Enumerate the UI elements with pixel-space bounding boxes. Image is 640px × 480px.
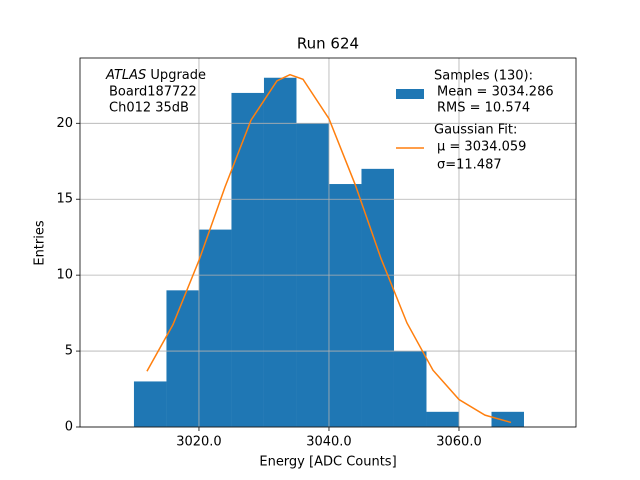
- y-tick-label: 5: [65, 344, 73, 359]
- y-axis-label: Entries: [33, 220, 48, 266]
- bar: [491, 411, 524, 427]
- legend-swatch: [396, 89, 424, 99]
- bar: [426, 411, 459, 427]
- x-tick-label: 3040.0: [306, 435, 352, 450]
- plot-area: 3020.0 3040.0 3060.0 0 5 10 15 20 ATLAS Upgrade B…: [56, 57, 577, 450]
- annotation-italic: ATLAS: [105, 68, 146, 83]
- x-tick-label: 3060.0: [436, 435, 482, 450]
- bar: [328, 184, 362, 427]
- fit-line: [146, 73, 512, 424]
- bar: [361, 168, 394, 427]
- x-tick-label: 3020.0: [176, 435, 222, 450]
- y-tick-label: 0: [65, 420, 73, 435]
- legend-label: Samples (130):: [434, 69, 533, 84]
- bar: [133, 381, 167, 427]
- annotation-line: Board187722: [109, 85, 197, 100]
- annotation-line: Ch012 35dB: [109, 101, 189, 116]
- legend-stat: Mean = 3034.286: [437, 85, 554, 100]
- axes-frame: [79, 57, 577, 428]
- chart-title: Run 624: [297, 35, 359, 53]
- legend-label: Gaussian Fit:: [434, 123, 517, 138]
- bar: [198, 229, 232, 427]
- annotation-text: Upgrade: [150, 68, 206, 83]
- legend-stat: RMS = 10.574: [437, 101, 530, 116]
- y-tick-label: 10: [56, 268, 73, 283]
- bar: [231, 92, 264, 427]
- annotation: ATLAS Upgrade: [105, 68, 206, 83]
- bar: [393, 351, 427, 427]
- y-tick-label: 15: [56, 192, 73, 207]
- legend-stat: μ = 3034.059: [437, 140, 526, 155]
- bar: [166, 290, 199, 427]
- bar: [263, 77, 297, 428]
- x-axis-label: Energy [ADC Counts]: [259, 455, 396, 470]
- legend-stat: σ=11.487: [437, 158, 502, 173]
- y-tick-label: 20: [56, 116, 73, 131]
